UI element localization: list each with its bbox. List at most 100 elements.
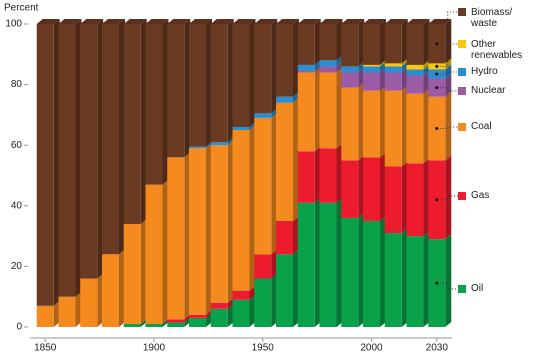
bar-segment: [297, 70, 315, 73]
bar-side: [249, 19, 256, 128]
bar-side: [271, 249, 278, 279]
y-tick-label: 80: [11, 79, 23, 90]
bar-side: [249, 294, 256, 327]
bar-side: [401, 228, 408, 327]
bar-side: [271, 19, 278, 114]
bar-segment: [406, 69, 424, 76]
bar-side: [401, 19, 408, 64]
bar-top: [254, 19, 278, 24]
bar-segment: [254, 24, 272, 114]
bar-segment: [384, 63, 402, 67]
bar-segment: [80, 278, 98, 327]
bar-segment: [232, 299, 250, 327]
x-tick-label: 1900: [143, 343, 166, 354]
bar-side: [293, 19, 300, 97]
bar-segment: [341, 217, 359, 327]
bar-side: [205, 141, 212, 149]
bar-side: [423, 70, 430, 94]
bar-side: [249, 125, 256, 291]
bar-segment: [232, 127, 250, 131]
bar-side: [380, 59, 387, 67]
legend-dot: [435, 72, 439, 76]
bar-top: [123, 19, 147, 24]
bar-side: [358, 155, 365, 218]
bar-top: [36, 19, 60, 24]
x-tick-label: 1850: [34, 343, 57, 354]
bar-segment: [254, 113, 272, 118]
bar-segment: [406, 163, 424, 237]
bar-side: [293, 91, 300, 103]
bar-top: [232, 19, 256, 24]
bar-segment: [363, 24, 381, 65]
bar-segment: [341, 66, 359, 73]
bar-side: [445, 64, 452, 79]
legend-leader: [436, 71, 458, 75]
bar-side: [401, 61, 408, 73]
bar-side: [205, 309, 212, 318]
bar-side: [380, 19, 387, 65]
legend-leader: [436, 195, 458, 201]
legend-dot: [435, 127, 439, 131]
legend-label: Other renewables: [471, 39, 523, 61]
x-tick-label: 1950: [252, 343, 275, 354]
bar-side: [358, 19, 365, 67]
y-tick-label: 20: [11, 261, 23, 272]
bar-side: [358, 212, 365, 327]
bar-top: [145, 19, 169, 24]
bar-top: [341, 19, 365, 24]
x-tick-label: 2000: [360, 343, 383, 354]
bar-side: [423, 59, 430, 70]
bar-side: [184, 152, 191, 320]
bar-top: [276, 19, 300, 24]
bar-segment: [58, 24, 76, 297]
legend-dot: [435, 281, 439, 285]
bar-segment: [188, 314, 206, 318]
bar-side: [184, 19, 191, 158]
bar-side: [97, 19, 104, 279]
bar-segment: [276, 102, 294, 221]
y-tick-label: 60: [11, 140, 23, 151]
bar-side: [53, 300, 60, 327]
bar-segment: [276, 254, 294, 327]
bar-side: [401, 85, 408, 167]
bar-top: [210, 19, 234, 24]
bar-segment: [210, 308, 228, 327]
bar-side: [205, 19, 212, 147]
bar-segment: [58, 296, 76, 327]
legend-dot: [435, 42, 439, 46]
bar-side: [423, 19, 430, 65]
bar-side: [249, 285, 256, 300]
legend-label: Oil: [471, 283, 484, 294]
legend-leader: [436, 87, 458, 92]
bar-segment: [384, 66, 402, 73]
legend-label: Hydro: [471, 66, 498, 77]
bar-segment: [297, 202, 315, 327]
bar-side: [184, 314, 191, 323]
bar-segment: [384, 90, 402, 167]
bar-segment: [232, 290, 250, 300]
bar-side: [227, 137, 234, 146]
legend-dot: [435, 198, 439, 202]
bar-segment: [297, 64, 315, 71]
bar-segment: [363, 90, 381, 158]
bar-top: [384, 19, 408, 24]
bar-side: [227, 140, 234, 303]
bar-side: [314, 146, 321, 203]
bar-side: [358, 61, 365, 73]
bar-segment: [210, 142, 228, 146]
bar-segment: [232, 130, 250, 291]
bar-segment: [276, 96, 294, 103]
bar-top: [297, 19, 321, 24]
bar-side: [314, 67, 321, 152]
legend-swatch: [458, 123, 466, 131]
bar-segment: [406, 64, 424, 70]
bar-segment: [363, 72, 381, 91]
bar-side: [293, 97, 300, 221]
bar-segment: [101, 254, 119, 327]
bar-side: [293, 215, 300, 255]
bar-side: [445, 155, 452, 240]
bar-side: [336, 19, 343, 61]
bar-side: [314, 59, 321, 71]
bar-segment: [297, 24, 315, 65]
